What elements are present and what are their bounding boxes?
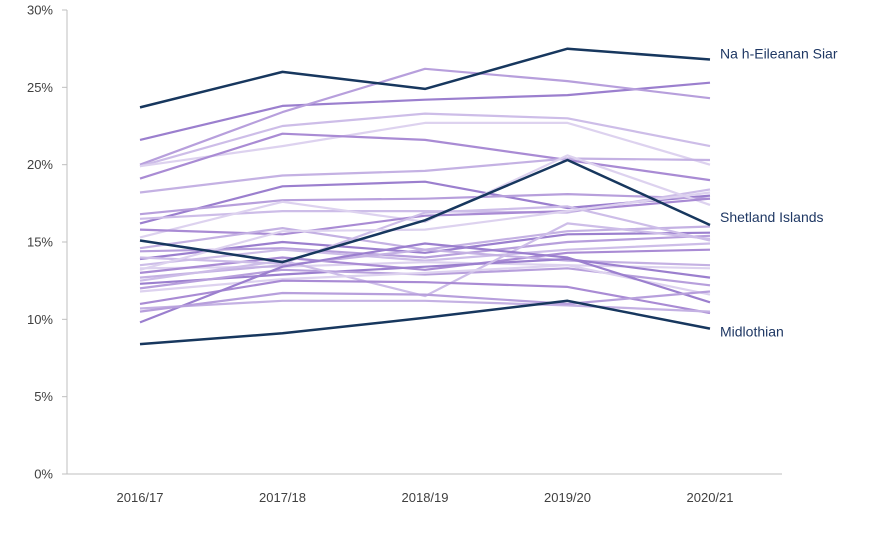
background-series-line: [139, 234, 711, 259]
background-series-line: [139, 205, 711, 265]
background-series-line: [139, 248, 711, 279]
series-label-midlothian: Midlothian: [720, 324, 784, 340]
series-label-na-h-eileanan-siar: Na h-Eileanan Siar: [720, 45, 838, 61]
background-series-line: [139, 193, 711, 216]
background-series-line: [139, 121, 711, 168]
background-series-line: [139, 279, 711, 315]
background-series-line: [139, 290, 711, 313]
background-series-line: [139, 231, 711, 261]
y-tick-label: 0%: [34, 467, 53, 482]
x-tick-label: 2019/20: [544, 490, 591, 505]
background-series-line: [139, 157, 711, 194]
background-series-line: [139, 154, 711, 239]
background-series-line: [139, 81, 711, 141]
background-series-line: [139, 222, 711, 298]
background-series-line: [139, 67, 711, 166]
series-line-shetland-islands: [139, 158, 711, 264]
y-tick-label: 25%: [27, 80, 53, 95]
x-tick-label: 2020/21: [687, 490, 734, 505]
y-tick-label: 20%: [27, 157, 53, 172]
series-label-layer: Na h-Eileanan Siar Shetland Islands Midlot…: [720, 45, 838, 339]
y-tick-label: 5%: [34, 389, 53, 404]
background-series-line: [139, 112, 711, 168]
y-tick-label: 30%: [27, 3, 53, 18]
background-series-line: [139, 264, 711, 296]
x-tick-label: 2016/17: [117, 490, 164, 505]
background-series-line: [139, 242, 711, 324]
series-line-midlothian: [139, 299, 711, 346]
background-series-layer: [139, 67, 711, 324]
x-tick-label: 2018/19: [402, 490, 449, 505]
background-series-line: [139, 197, 711, 236]
background-series-line: [139, 299, 711, 313]
series-label-shetland-islands: Shetland Islands: [720, 209, 824, 225]
background-series-line: [139, 132, 711, 182]
axis-layer: 0% 5% 10% 15% 20% 25% 30% 2016/17 2017/18 2018/19…: [27, 3, 782, 505]
background-series-line: [139, 191, 711, 271]
series-line-na-h-eileanan-siar: [139, 47, 711, 109]
y-tick-label: 10%: [27, 312, 53, 327]
highlighted-series-layer: [139, 47, 711, 346]
background-series-line: [139, 257, 711, 285]
y-tick-label: 15%: [27, 235, 53, 250]
x-tick-label: 2017/18: [259, 490, 306, 505]
